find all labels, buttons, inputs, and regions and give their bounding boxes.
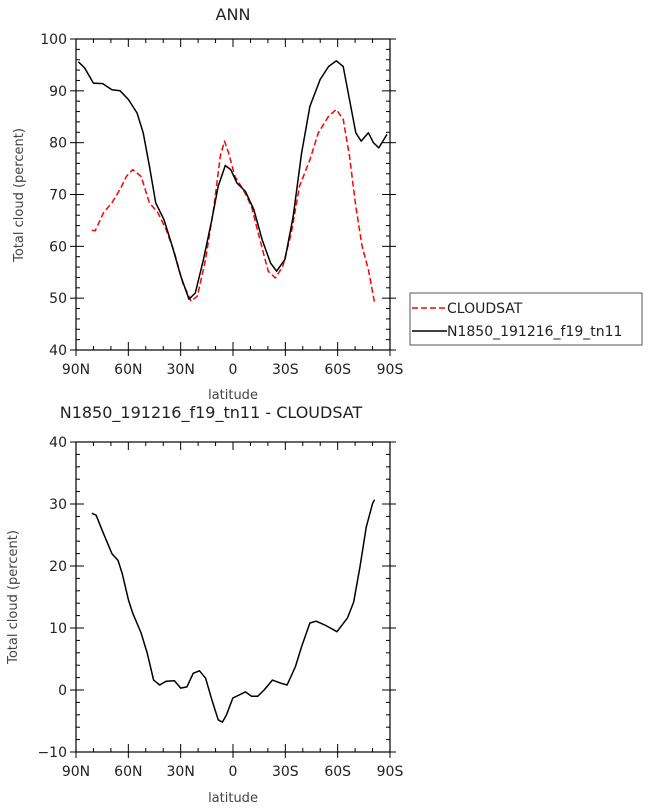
plot-annual-total-cloud: ANN latitude Total cloud (percent) 90N 60… bbox=[12, 5, 643, 403]
y-tick-label: 40 bbox=[49, 343, 67, 359]
x-axis-label: latitude bbox=[208, 791, 258, 806]
x-axis-label: latitude bbox=[208, 388, 258, 403]
x-tick-label: 90N bbox=[62, 362, 90, 378]
plot-difference: N1850_191216_f19_tn11 - CLOUDSAT latitud… bbox=[6, 403, 403, 806]
x-tick-label: 60S bbox=[324, 764, 351, 780]
chart-title: ANN bbox=[216, 5, 251, 24]
y-tick-label: 100 bbox=[40, 32, 67, 48]
x-tick-label: 0 bbox=[229, 764, 238, 780]
y-tick-label: 70 bbox=[49, 188, 67, 204]
x-tick-label: 30S bbox=[272, 362, 299, 378]
x-tick-label: 30N bbox=[167, 362, 195, 378]
y-tick-label: −10 bbox=[37, 745, 67, 761]
y-axis-label: Total cloud (percent) bbox=[12, 128, 27, 263]
x-tick-label: 30N bbox=[167, 764, 195, 780]
y-tick-label: 20 bbox=[49, 559, 67, 575]
legend-label-cloudsat: CLOUDSAT bbox=[447, 301, 523, 317]
x-tick-label: 60S bbox=[324, 362, 351, 378]
series-line-difference bbox=[91, 499, 376, 723]
legend-box bbox=[409, 292, 643, 346]
y-axis-label: Total cloud (percent) bbox=[6, 530, 21, 665]
series-line-cloudsat bbox=[91, 108, 376, 303]
plot-frame bbox=[75, 38, 391, 351]
plot-frame bbox=[75, 441, 391, 753]
x-tick-label: 30S bbox=[272, 764, 299, 780]
y-tick-label: 0 bbox=[58, 683, 67, 699]
y-tick-label: 10 bbox=[49, 621, 67, 637]
x-tick-label: 90N bbox=[62, 764, 90, 780]
x-tick-label: 0 bbox=[229, 362, 238, 378]
y-tick-label: 50 bbox=[49, 291, 67, 307]
x-tick-label: 90S bbox=[377, 764, 404, 780]
y-tick-label: 90 bbox=[49, 84, 67, 100]
x-tick-label: 90S bbox=[377, 362, 404, 378]
y-tick-label: 40 bbox=[49, 435, 67, 451]
legend: CLOUDSAT N1850_191216_f19_tn11 bbox=[409, 292, 643, 346]
y-tick-label: 80 bbox=[49, 136, 67, 152]
x-tick-label: 60N bbox=[114, 764, 142, 780]
y-tick-label: 60 bbox=[49, 239, 67, 255]
x-tick-label: 60N bbox=[114, 362, 142, 378]
y-tick-label: 30 bbox=[49, 497, 67, 513]
legend-label-model: N1850_191216_f19_tn11 bbox=[447, 324, 622, 340]
series-line-n1850-191216-f19-tn11 bbox=[77, 60, 388, 300]
chart-title: N1850_191216_f19_tn11 - CLOUDSAT bbox=[60, 403, 363, 423]
